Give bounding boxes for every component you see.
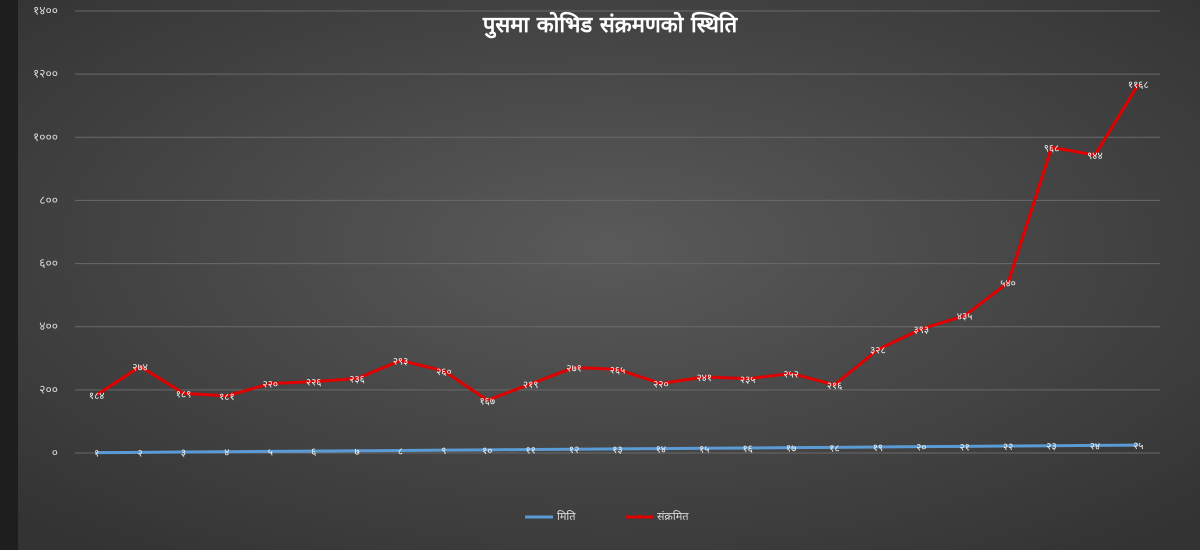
- data-label: २२६: [306, 378, 322, 389]
- y-tick-label: ०: [52, 446, 58, 460]
- data-label: २३: [1046, 442, 1056, 453]
- y-tick-label: १४००: [33, 4, 58, 18]
- series-line: [96, 443, 1139, 455]
- data-label: २२: [1003, 442, 1013, 453]
- data-label: १८९: [176, 389, 192, 400]
- data-label: २१: [959, 442, 969, 453]
- data-label: ३९३: [913, 325, 929, 336]
- data-label: ५: [268, 447, 273, 458]
- data-label: १४: [656, 445, 666, 456]
- data-label: २०: [916, 443, 926, 454]
- data-label: २२०: [653, 380, 669, 391]
- data-label: ९: [441, 446, 446, 457]
- data-label: १३: [612, 445, 622, 456]
- data-label: २५: [1133, 441, 1143, 452]
- y-tick-label: ४००: [39, 319, 58, 333]
- data-label: ५४०: [1000, 279, 1016, 290]
- series-line: [95, 83, 1140, 402]
- data-label: ४: [224, 448, 229, 459]
- data-label: २९३: [393, 356, 409, 367]
- data-label: २७४: [132, 362, 148, 373]
- data-label: १०: [482, 446, 492, 457]
- data-label: ७: [354, 447, 359, 458]
- data-label: १: [94, 449, 99, 460]
- data-label: १६: [742, 444, 752, 455]
- data-label: ३: [181, 448, 186, 459]
- data-label: २७१: [566, 363, 582, 374]
- chart-title: पुसमा कोभिड संक्रमणको स्थिति: [482, 11, 739, 39]
- data-label: २: [137, 448, 142, 459]
- data-label: १६७: [479, 396, 495, 407]
- data-label: ११६८: [1128, 80, 1149, 91]
- y-tick-label: ८००: [39, 193, 58, 207]
- data-label: १८: [829, 443, 839, 454]
- y-tick-label: २००: [39, 382, 58, 396]
- data-label: ११: [525, 446, 535, 457]
- y-tick-label: ६००: [39, 256, 58, 270]
- data-label: २६०: [436, 367, 452, 378]
- data-label: ९४४: [1087, 151, 1103, 162]
- data-label: १७: [786, 444, 796, 455]
- data-label: ८: [398, 446, 403, 457]
- chart-area: [18, 0, 1200, 550]
- data-label: ३२८: [870, 345, 886, 356]
- data-label: २६५: [610, 365, 626, 376]
- legend-label: संक्रमित: [657, 510, 689, 523]
- data-label: २१६: [827, 381, 843, 392]
- data-label: १८४: [89, 391, 105, 402]
- data-label: १२: [569, 445, 579, 456]
- data-label: २३६: [349, 374, 365, 385]
- data-label: १५: [699, 444, 709, 455]
- data-label: २१९: [523, 380, 539, 391]
- data-label: २४: [1090, 441, 1100, 452]
- data-label: १९: [873, 443, 883, 454]
- data-label: ४३५: [957, 312, 973, 323]
- data-label: ६: [311, 447, 316, 458]
- data-label: २५२: [783, 369, 799, 380]
- y-tick-label: १०००: [33, 130, 58, 144]
- data-label: २४१: [696, 373, 712, 384]
- y-tick-label: १२००: [33, 67, 58, 81]
- data-label: ९६८: [1044, 143, 1060, 154]
- data-label: २३५: [740, 375, 756, 386]
- legend-label: मिति: [557, 510, 576, 523]
- data-label: २२०: [262, 380, 278, 391]
- data-label: १८१: [219, 392, 235, 403]
